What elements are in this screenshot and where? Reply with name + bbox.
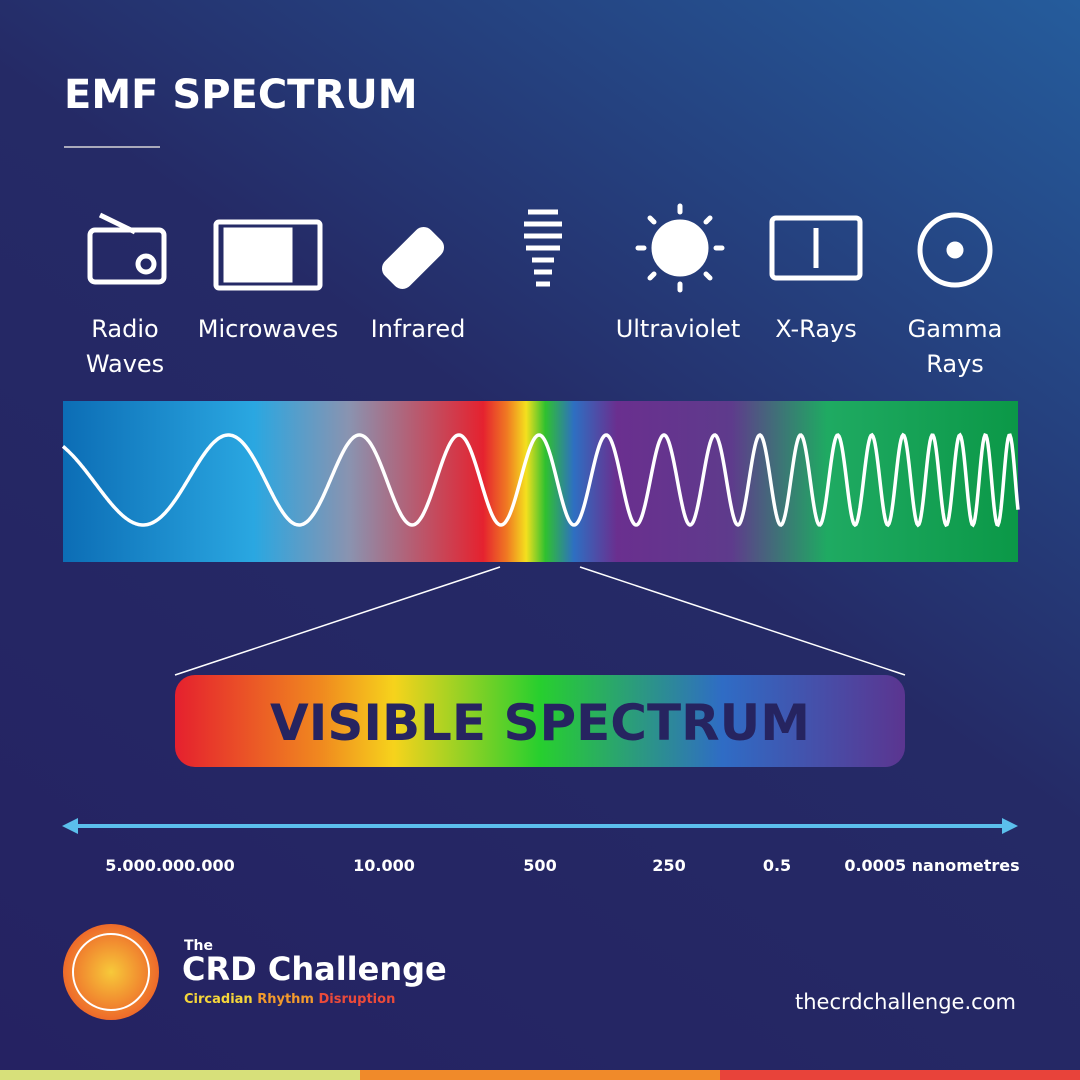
band-label: Gamma Rays xyxy=(907,315,1003,378)
footer-strip xyxy=(720,1070,1080,1080)
logo-prefix: The xyxy=(184,938,214,954)
zoom-line xyxy=(579,566,906,676)
band-label: Ultraviolet xyxy=(615,315,741,343)
scale-label: 10.000 xyxy=(353,856,415,875)
band-label: Microwaves xyxy=(197,315,339,343)
tagline-word: Disruption xyxy=(318,992,396,1007)
footer-strip xyxy=(360,1070,720,1080)
scale-label: 500 xyxy=(523,856,557,875)
url: thecrdchallenge.com xyxy=(794,990,1016,1014)
spectrum-bar xyxy=(63,401,1018,562)
logo-name: CRD Challenge xyxy=(182,950,447,988)
logo-tagline: Circadian Rhythm Disruption xyxy=(184,992,395,1007)
visible-bar xyxy=(175,675,905,767)
zoom-line xyxy=(174,566,501,676)
footer-strip xyxy=(0,1070,360,1080)
tagline-word: Circadian xyxy=(184,992,253,1007)
sun-rays xyxy=(635,203,725,293)
scale-label: 5.000.000.000 xyxy=(105,856,235,875)
tagline-word: Rhythm xyxy=(257,992,314,1007)
visible-label: VISIBLE SPECTRUM xyxy=(270,694,810,752)
scale-label: 0.5 xyxy=(762,856,792,875)
band-label: X-Rays xyxy=(775,315,857,343)
band-label: Radio Waves xyxy=(85,315,165,378)
scale-label: 250 xyxy=(652,856,686,875)
title: EMF SPECTRUM xyxy=(64,72,418,118)
logo-mark xyxy=(63,924,159,1020)
scale-label: 0.0005 nanometres xyxy=(844,856,1020,875)
wave xyxy=(61,432,1020,528)
band-label: Infrared xyxy=(370,315,466,343)
scale-arrow xyxy=(62,818,1018,834)
logo-ring xyxy=(72,933,150,1011)
icons xyxy=(87,209,993,291)
